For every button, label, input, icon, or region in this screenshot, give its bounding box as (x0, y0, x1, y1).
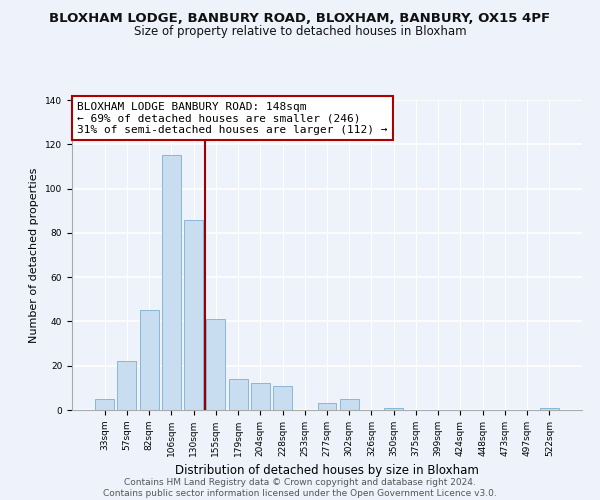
Bar (540, 408, 559, 410)
Bar (273, 386, 292, 410)
Bar (251, 384, 270, 410)
Bar (118, 362, 136, 410)
Text: Contains HM Land Registry data © Crown copyright and database right 2024.
Contai: Contains HM Land Registry data © Crown c… (103, 478, 497, 498)
Bar (95, 399, 114, 410)
X-axis label: Distribution of detached houses by size in Bloxham: Distribution of detached houses by size … (175, 464, 479, 477)
Bar (384, 408, 403, 410)
Text: BLOXHAM LODGE, BANBURY ROAD, BLOXHAM, BANBURY, OX15 4PF: BLOXHAM LODGE, BANBURY ROAD, BLOXHAM, BA… (49, 12, 551, 26)
Text: Size of property relative to detached houses in Bloxham: Size of property relative to detached ho… (134, 25, 466, 38)
Y-axis label: Number of detached properties: Number of detached properties (29, 168, 40, 342)
Bar (140, 310, 158, 410)
Bar (162, 156, 181, 410)
Text: BLOXHAM LODGE BANBURY ROAD: 148sqm
← 69% of detached houses are smaller (246)
31: BLOXHAM LODGE BANBURY ROAD: 148sqm ← 69%… (77, 102, 388, 134)
Bar (317, 404, 337, 410)
Bar (184, 220, 203, 410)
Bar (340, 399, 359, 410)
Bar (206, 319, 225, 410)
Bar (229, 379, 248, 410)
